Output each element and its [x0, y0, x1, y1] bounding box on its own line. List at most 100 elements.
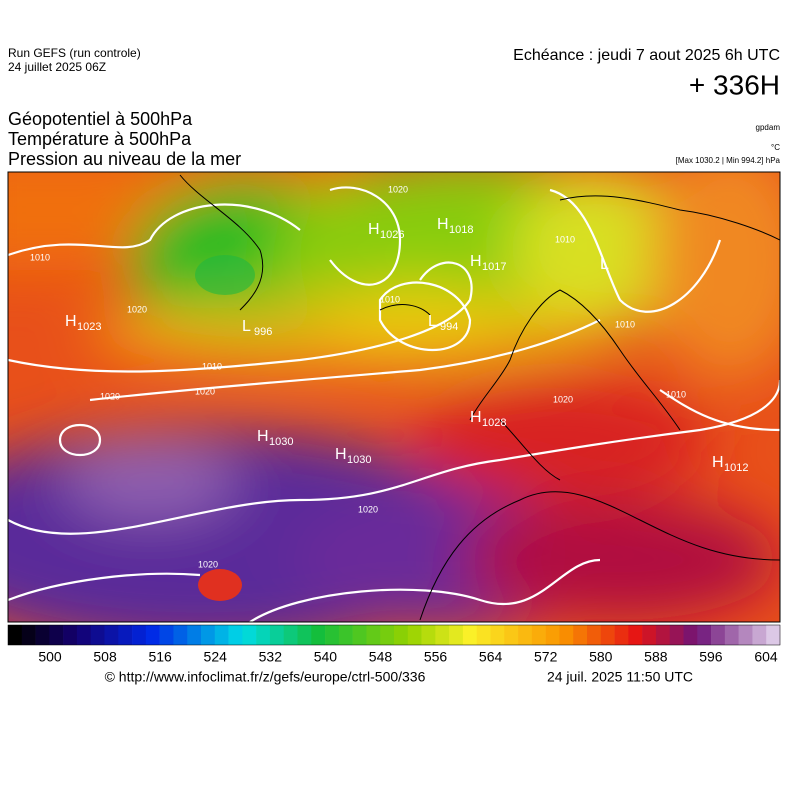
colorbar-swatch	[256, 625, 271, 645]
map	[8, 172, 780, 622]
center-letter: H	[65, 313, 77, 330]
colorbar-swatch	[283, 625, 298, 645]
colorbar-tick-label: 500	[38, 649, 62, 665]
colorbar-swatch	[8, 625, 23, 645]
colorbar-swatch	[118, 625, 133, 645]
colorbar-tick-label: 540	[314, 649, 338, 665]
colorbar-swatch	[545, 625, 560, 645]
center-letter: H	[712, 454, 724, 471]
colorbar-swatch	[407, 625, 422, 645]
colorbar-tick-label: 572	[534, 649, 558, 665]
colorbar-swatch	[518, 625, 533, 645]
colorbar-swatch	[352, 625, 367, 645]
center-letter: H	[470, 253, 482, 270]
center-pressure: 996	[254, 326, 272, 338]
colorbar-swatch	[449, 625, 464, 645]
colorbar-tick-label: 516	[148, 649, 172, 665]
colorbar-swatch	[90, 625, 105, 645]
colorbar-swatch	[145, 625, 160, 645]
colorbar-swatch	[435, 625, 450, 645]
colorbar-swatch	[366, 625, 381, 645]
isobar-label: 1010	[202, 361, 222, 371]
colorbar-swatch	[476, 625, 491, 645]
center-letter: H	[257, 428, 269, 445]
source-url: © http://www.infoclimat.fr/z/gefs/europe…	[105, 669, 426, 685]
isobar-label: 1010	[615, 319, 635, 329]
colorbar-tick-label: 596	[699, 649, 723, 665]
colorbar-swatch	[655, 625, 671, 645]
colorbar-swatch	[132, 625, 147, 645]
center-letter: H	[368, 221, 380, 238]
center-pressure: 1028	[482, 417, 506, 429]
run-label: Run GEFS (run controle)	[8, 46, 141, 60]
colorbar-tick-label: 548	[369, 649, 393, 665]
colorbar-swatch	[201, 625, 216, 645]
colorbar-tick-label: 588	[644, 649, 668, 665]
colorbar-swatch	[587, 625, 602, 645]
isobar-label: 1010	[380, 294, 400, 304]
colorbar-swatch	[669, 625, 684, 645]
colorbar-swatch	[63, 625, 78, 645]
colorbar-tick-label: 580	[589, 649, 613, 665]
colorbar-swatch	[35, 625, 50, 645]
center-letter: L	[600, 256, 609, 273]
isobar-label: 1020	[100, 391, 120, 401]
center-pressure: 1030	[347, 454, 371, 466]
run-date: 24 juillet 2025 06Z	[8, 60, 106, 74]
center-pressure: 1026	[380, 229, 404, 241]
colorbar-swatch	[297, 625, 312, 645]
colorbar-swatch	[269, 625, 285, 645]
colorbar-tick-label: 508	[93, 649, 117, 665]
colorbar-swatch	[766, 625, 781, 645]
colorbar-swatch	[573, 625, 588, 645]
colorbar-swatch	[104, 625, 119, 645]
center-letter: L	[428, 313, 437, 330]
valid-time: Echéance : jeudi 7 aout 2025 6h UTC	[513, 47, 780, 64]
colorbar-swatch	[711, 625, 726, 645]
colorbar-swatch	[600, 625, 615, 645]
center-pressure: 994	[440, 321, 458, 333]
colorbar-swatch	[614, 625, 629, 645]
colorbar-tick-label: 604	[754, 649, 778, 665]
center-pressure: 1018	[449, 224, 473, 236]
colorbar-swatch	[683, 625, 698, 645]
center-letter: H	[437, 216, 449, 233]
center-pressure: 1023	[77, 321, 101, 333]
unit: [Max 1030.2 | Min 994.2] hPa	[676, 156, 781, 165]
colorbar-swatch	[559, 625, 574, 645]
colorbar-swatch	[531, 625, 546, 645]
colorbar-swatch	[242, 625, 257, 645]
colorbar-tick-label: 524	[204, 649, 228, 665]
center-pressure: 1017	[482, 261, 506, 273]
center-pressure: 1012	[724, 462, 748, 474]
colorbar-swatch	[394, 625, 409, 645]
field-name: Pression au niveau de la mer	[8, 149, 241, 169]
colorbar-swatch	[421, 625, 436, 645]
colorbar-tick-label: 532	[259, 649, 283, 665]
isobar-label: 1010	[30, 252, 50, 262]
colorbar-swatch	[628, 625, 643, 645]
colorbar-swatch	[738, 625, 753, 645]
colorbar-swatch	[490, 625, 505, 645]
colorbar-swatch	[325, 625, 340, 645]
isobar-label: 1010	[555, 234, 575, 244]
colorbar-swatch	[504, 625, 519, 645]
colorbar-swatch	[338, 625, 353, 645]
colorbar-tick-label: 564	[479, 649, 503, 665]
center-letter: L	[242, 318, 251, 335]
isobar-label: 1020	[195, 386, 215, 396]
unit: gpdam	[756, 123, 781, 132]
map-frame	[7, 171, 781, 623]
colorbar-swatch	[49, 625, 64, 645]
colorbar-swatch	[642, 625, 657, 645]
colorbar-swatch	[159, 625, 174, 645]
colorbar-swatch	[228, 625, 243, 645]
colorbar-swatch	[752, 625, 767, 645]
colorbar-swatch	[21, 625, 36, 645]
colorbar-swatch	[311, 625, 326, 645]
colorbar-swatch	[214, 625, 229, 645]
colorbar-swatch	[380, 625, 395, 645]
center-letter: H	[470, 409, 482, 426]
